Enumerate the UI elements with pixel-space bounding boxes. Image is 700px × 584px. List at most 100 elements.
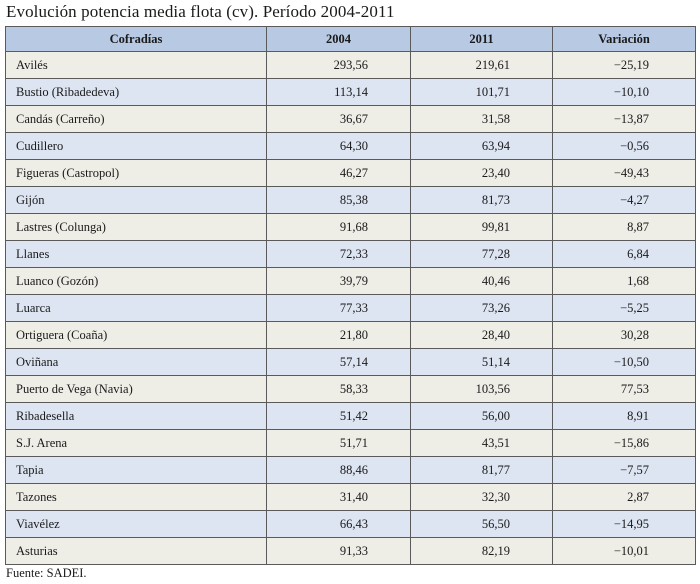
row-label: Asturias <box>5 537 267 565</box>
value-2011: 219,61 <box>410 51 553 79</box>
value-variacion: 2,87 <box>552 483 696 511</box>
table-row: Oviñana 57,14 51,14 −10,50 <box>5 348 696 376</box>
row-label: Cudillero <box>5 132 267 160</box>
row-label: Candás (Carreño) <box>5 105 267 133</box>
table-row: Ribadesella 51,42 56,00 8,91 <box>5 402 696 430</box>
value-2011: 31,58 <box>410 105 553 133</box>
value-2004: 91,33 <box>266 537 411 565</box>
table-row: Candás (Carreño) 36,67 31,58 −13,87 <box>5 105 696 133</box>
row-label: Luanco (Gozón) <box>5 267 267 295</box>
value-2011: 43,51 <box>410 429 553 457</box>
value-2004: 66,43 <box>266 510 411 538</box>
table-body: Avilés 293,56 219,61 −25,19 Bustio (Ribadede… <box>5 51 696 565</box>
table-row: Bustio (Ribadedeva) 113,14 101,71 −10,10 <box>5 78 696 106</box>
value-variacion: 1,68 <box>552 267 696 295</box>
value-2011: 81,77 <box>410 456 553 484</box>
row-label: Viavélez <box>5 510 267 538</box>
row-label: Bustio (Ribadedeva) <box>5 78 267 106</box>
column-header-2004: 2004 <box>266 26 411 52</box>
row-label: Luarca <box>5 294 267 322</box>
value-2011: 63,94 <box>410 132 553 160</box>
row-label: Llanes <box>5 240 267 268</box>
row-label: Puerto de Vega (Navia) <box>5 375 267 403</box>
table-row: Ortiguera (Coaña) 21,80 28,40 30,28 <box>5 321 696 349</box>
table-row: Tapia 88,46 81,77 −7,57 <box>5 456 696 484</box>
value-variacion: 6,84 <box>552 240 696 268</box>
value-2011: 23,40 <box>410 159 553 187</box>
table-row: Cudillero 64,30 63,94 −0,56 <box>5 132 696 160</box>
value-variacion: −7,57 <box>552 456 696 484</box>
value-variacion: −49,43 <box>552 159 696 187</box>
value-2011: 40,46 <box>410 267 553 295</box>
value-variacion: −15,86 <box>552 429 696 457</box>
table-row: Llanes 72,33 77,28 6,84 <box>5 240 696 268</box>
value-variacion: −10,10 <box>552 78 696 106</box>
value-2011: 81,73 <box>410 186 553 214</box>
table-title: Evolución potencia media flota (cv). Per… <box>6 2 395 21</box>
value-2004: 85,38 <box>266 186 411 214</box>
row-label: Lastres (Colunga) <box>5 213 267 241</box>
value-2004: 58,33 <box>266 375 411 403</box>
table-row: Luanco (Gozón) 39,79 40,46 1,68 <box>5 267 696 295</box>
value-2011: 56,50 <box>410 510 553 538</box>
row-label: S.J. Arena <box>5 429 267 457</box>
row-label: Tazones <box>5 483 267 511</box>
value-2004: 293,56 <box>266 51 411 79</box>
value-variacion: 30,28 <box>552 321 696 349</box>
value-variacion: −5,25 <box>552 294 696 322</box>
value-variacion: −4,27 <box>552 186 696 214</box>
table-row: Puerto de Vega (Navia) 58,33 103,56 77,53 <box>5 375 696 403</box>
source-note: Fuente: SADEI. <box>6 566 87 580</box>
value-2011: 32,30 <box>410 483 553 511</box>
value-2004: 21,80 <box>266 321 411 349</box>
value-variacion: −10,50 <box>552 348 696 376</box>
row-label: Ribadesella <box>5 402 267 430</box>
value-2011: 51,14 <box>410 348 553 376</box>
column-header-2011: 2011 <box>410 26 553 52</box>
table-row: Figueras (Castropol) 46,27 23,40 −49,43 <box>5 159 696 187</box>
value-2011: 99,81 <box>410 213 553 241</box>
table-row: Viavélez 66,43 56,50 −14,95 <box>5 510 696 538</box>
value-variacion: −10,01 <box>552 537 696 565</box>
value-2011: 101,71 <box>410 78 553 106</box>
value-2011: 73,26 <box>410 294 553 322</box>
row-label: Ortiguera (Coaña) <box>5 321 267 349</box>
value-2011: 103,56 <box>410 375 553 403</box>
table-row: Luarca 77,33 73,26 −5,25 <box>5 294 696 322</box>
value-2004: 91,68 <box>266 213 411 241</box>
value-2004: 36,67 <box>266 105 411 133</box>
value-variacion: 8,87 <box>552 213 696 241</box>
table-row: Gijón 85,38 81,73 −4,27 <box>5 186 696 214</box>
row-label: Figueras (Castropol) <box>5 159 267 187</box>
value-2004: 72,33 <box>266 240 411 268</box>
value-2004: 51,71 <box>266 429 411 457</box>
value-2011: 77,28 <box>410 240 553 268</box>
value-2011: 28,40 <box>410 321 553 349</box>
value-variacion: −0,56 <box>552 132 696 160</box>
value-2004: 64,30 <box>266 132 411 160</box>
value-variacion: −14,95 <box>552 510 696 538</box>
value-2004: 77,33 <box>266 294 411 322</box>
table-row: Avilés 293,56 219,61 −25,19 <box>5 51 696 79</box>
table-header-row: Cofradías 2004 2011 Variación <box>5 26 696 52</box>
value-variacion: −25,19 <box>552 51 696 79</box>
row-label: Oviñana <box>5 348 267 376</box>
table-row: Lastres (Colunga) 91,68 99,81 8,87 <box>5 213 696 241</box>
row-label: Gijón <box>5 186 267 214</box>
value-variacion: 77,53 <box>552 375 696 403</box>
value-2004: 88,46 <box>266 456 411 484</box>
table-row: S.J. Arena 51,71 43,51 −15,86 <box>5 429 696 457</box>
table-row: Tazones 31,40 32,30 2,87 <box>5 483 696 511</box>
value-variacion: 8,91 <box>552 402 696 430</box>
value-2011: 56,00 <box>410 402 553 430</box>
value-2004: 31,40 <box>266 483 411 511</box>
row-label: Tapia <box>5 456 267 484</box>
value-2011: 82,19 <box>410 537 553 565</box>
value-variacion: −13,87 <box>552 105 696 133</box>
column-header-variacion: Variación <box>552 26 696 52</box>
table-row: Asturias 91,33 82,19 −10,01 <box>5 537 696 565</box>
value-2004: 113,14 <box>266 78 411 106</box>
data-table: Cofradías 2004 2011 Variación Avilés 293,… <box>5 26 696 565</box>
row-label: Avilés <box>5 51 267 79</box>
value-2004: 57,14 <box>266 348 411 376</box>
